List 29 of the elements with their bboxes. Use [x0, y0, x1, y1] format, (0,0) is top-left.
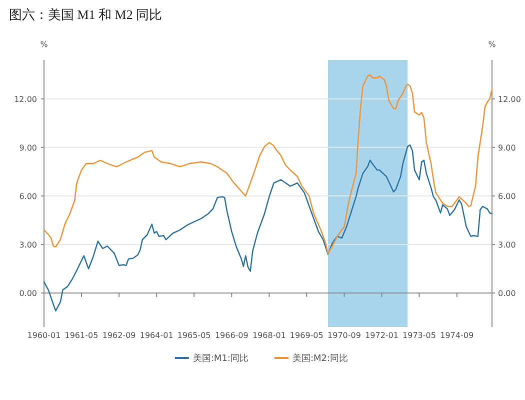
- x-tick-label: 1970-09: [328, 331, 361, 340]
- x-tick-label: 1964-01: [140, 331, 174, 340]
- line-series: [43, 144, 493, 312]
- legend-label: 美国:M2:同比: [292, 353, 348, 364]
- y2-tick-label: 0.00: [498, 289, 516, 298]
- x-tick-label: 1972-01: [365, 331, 399, 340]
- y2-axis-title: %: [488, 40, 496, 49]
- chart-title: 图六：美国 M1 和 M2 同比: [9, 7, 162, 22]
- y2-tick-label: 9.00: [498, 143, 516, 152]
- line-series: [43, 74, 493, 254]
- legend-label: 美国:M1:同比: [192, 353, 248, 364]
- y-tick-label: 3.00: [19, 240, 37, 250]
- x-tick-label: 1968-01: [252, 331, 286, 340]
- y-axis-title: %: [40, 40, 48, 49]
- x-tick-label: 1965-05: [177, 331, 211, 340]
- y-tick-label: 12.00: [14, 94, 37, 104]
- x-tick-label: 1960-01: [27, 331, 61, 340]
- y-tick-label: 6.00: [19, 192, 37, 201]
- x-tick-label: 1974-09: [440, 331, 474, 340]
- y-tick-label: 0.00: [19, 289, 37, 298]
- x-tick-label: 1969-05: [290, 331, 324, 340]
- x-tick-label: 1961-05: [64, 331, 98, 340]
- x-tick-label: 1962-09: [102, 331, 136, 340]
- y2-tick-label: 12.00: [498, 94, 521, 104]
- y-tick-label: 9.00: [19, 143, 37, 152]
- y2-tick-label: 6.00: [498, 192, 516, 201]
- y2-tick-label: 3.00: [498, 240, 516, 250]
- x-tick-label: 1966-09: [214, 331, 248, 340]
- x-tick-label: 1973-05: [402, 331, 436, 340]
